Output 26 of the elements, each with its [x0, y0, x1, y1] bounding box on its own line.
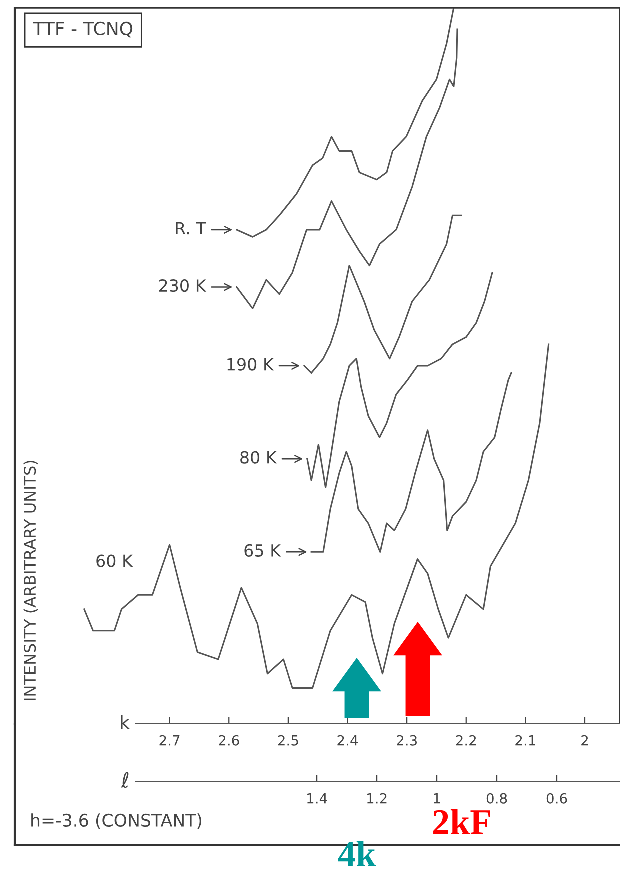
series-label: 60 K — [96, 554, 134, 568]
series-label: 190 K — [228, 358, 274, 371]
text: TTF - TCNQ — [33, 22, 133, 38]
text: h=-3.6 (CONSTANT) — [32, 814, 202, 830]
y-axis-title: INTENSITY (ARBITRARY UNITS) — [24, 461, 38, 700]
x2-tick-label: 1.2 — [368, 793, 387, 804]
x-tick-label: 2.7 — [160, 735, 180, 746]
x-tick-label: 2.3 — [397, 735, 417, 746]
text: 2kF — [434, 809, 490, 834]
x2-tick-label: 0.8 — [486, 793, 508, 804]
x2-axis-title: ℓ — [121, 772, 129, 788]
x2-tick-label: 0.6 — [546, 793, 568, 804]
x2-tick-label: 1.4 — [308, 794, 328, 804]
series-label: 230 K — [159, 279, 207, 292]
x-tick-label: 2.2 — [456, 735, 476, 746]
x-axis-title: k — [121, 715, 130, 729]
series-label: 80 K — [240, 451, 278, 464]
text: 4k — [338, 841, 376, 866]
x2-tick-label: 1 — [434, 794, 440, 804]
series-label: R. T — [176, 222, 206, 235]
x-tick-label: 2 — [582, 735, 588, 746]
x-tick-label: 2.4 — [338, 735, 358, 746]
series-label: 65 K — [244, 544, 282, 557]
x-tick-label: 2.1 — [516, 735, 536, 746]
x-tick-label: 2.5 — [278, 735, 298, 746]
x-tick-label: 2.6 — [219, 735, 240, 746]
